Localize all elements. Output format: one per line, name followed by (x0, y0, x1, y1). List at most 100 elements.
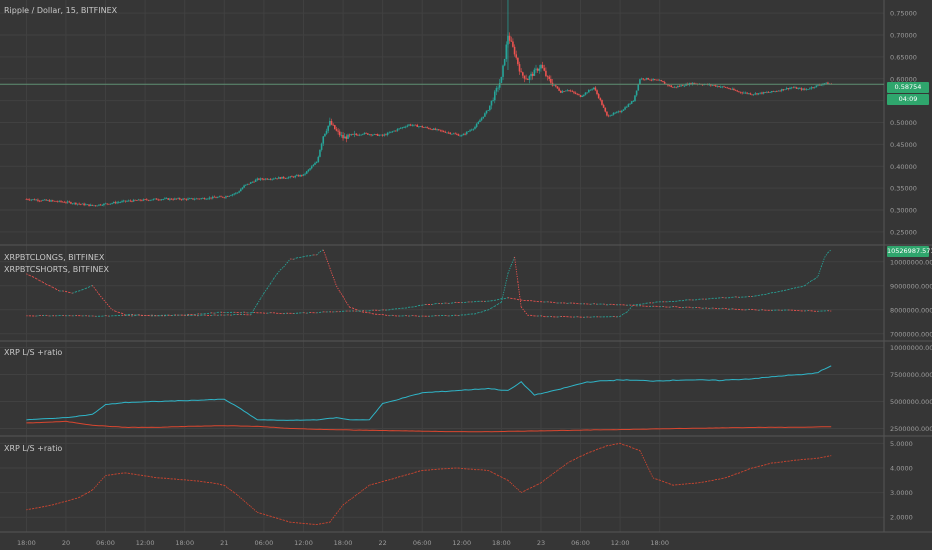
candle-body (280, 177, 282, 178)
candle-body (486, 111, 488, 114)
ratio-series-segment (574, 458, 577, 460)
candle-body (336, 129, 338, 131)
ratio-series-segment (590, 451, 593, 452)
candle-body (560, 91, 562, 93)
shorts-series-segment (515, 299, 518, 300)
candle-body (675, 87, 677, 88)
candle-body (651, 80, 653, 81)
candle-body (136, 200, 138, 201)
ratio-series-segment (564, 463, 567, 465)
candle-body (682, 85, 684, 86)
longs-series-segment (393, 315, 396, 316)
candle-body (618, 111, 620, 112)
shorts-series-segment (36, 279, 39, 281)
ratio-series-segment (416, 471, 419, 472)
candle-body (115, 202, 117, 203)
longs-series-segment (46, 315, 49, 316)
candle-body (47, 200, 49, 201)
candle-body (121, 201, 123, 202)
candle-body (332, 125, 334, 126)
ratio-series-segment (666, 483, 669, 484)
longs-series-segment (336, 286, 339, 292)
longs-series-segment (198, 315, 201, 316)
candle-body (758, 93, 760, 94)
ratio-series-segment (472, 469, 475, 470)
candle-body (792, 88, 794, 89)
ratio-series-segment (518, 489, 521, 492)
candle-body (131, 201, 133, 202)
candle-body (601, 100, 603, 105)
candle-body (571, 91, 573, 92)
candle-body (664, 82, 666, 84)
candle-body (727, 88, 729, 89)
candle-body (694, 83, 696, 84)
ratio-series-segment (554, 470, 557, 472)
candle-body (501, 77, 503, 83)
x-tick-label: 06:00 (571, 539, 590, 547)
candle-body (446, 133, 448, 134)
ratio-series-segment (551, 473, 554, 476)
candle-body (349, 135, 351, 136)
ratio-series-segment (211, 483, 214, 484)
candle-body (400, 128, 402, 129)
ratio-series-segment (257, 512, 260, 513)
candle-body (374, 134, 376, 135)
candle-body (82, 204, 84, 205)
candle-body (118, 202, 120, 203)
candle-body (448, 133, 450, 134)
gridlines (0, 0, 884, 532)
candle-body (329, 121, 331, 126)
candle-body (197, 199, 199, 200)
ratio-series-segment (623, 445, 626, 446)
candle-body (200, 198, 202, 199)
candle-body (817, 85, 819, 86)
candle-body (68, 202, 70, 203)
candle-body (156, 199, 158, 200)
candle-body (644, 79, 646, 80)
candle-body (522, 72, 524, 75)
candle-body (535, 69, 537, 70)
candle-body (299, 175, 301, 176)
candle-body (415, 125, 417, 126)
candle-body (73, 203, 75, 204)
longs-series-segment (102, 316, 105, 317)
candle-body (364, 133, 366, 134)
candle-body (87, 204, 89, 205)
candle-body (250, 182, 252, 184)
candle-body (637, 84, 639, 90)
candle-body (662, 81, 664, 82)
candle-body (398, 128, 400, 129)
longs-series-segment (765, 294, 768, 295)
candle-body (240, 189, 242, 191)
shorts-series-segment (214, 312, 217, 313)
candle-body (755, 93, 757, 94)
candle-body (581, 96, 583, 97)
longs-series-segment (106, 316, 109, 317)
longs-series-segment (745, 296, 748, 297)
ratio-series-segment (792, 460, 795, 461)
y-tick-label: 0.65000 (890, 53, 917, 61)
candle-body (45, 200, 47, 201)
longs-shorts-series (26, 250, 831, 318)
longs-series-segment (778, 291, 781, 292)
candle-body (608, 116, 610, 117)
candle-body (212, 197, 214, 199)
candle-body (263, 179, 265, 180)
candle-body (816, 85, 818, 87)
shorts-series-segment (53, 287, 56, 289)
longs-series-segment (333, 277, 336, 286)
candle-body (789, 88, 791, 89)
shorts-series-segment (96, 290, 99, 294)
shorts-series-segment (99, 294, 102, 298)
candle-body (309, 168, 311, 169)
candle-body (268, 179, 270, 180)
candle-body (273, 179, 275, 180)
ratio-series-segment (251, 506, 254, 509)
shorts-series-segment (33, 277, 36, 279)
candle-body (270, 179, 272, 180)
candle-body (209, 198, 211, 199)
y-tick-label: 5000000.0000 (890, 398, 932, 406)
candle-body (519, 64, 521, 71)
candle-body (661, 80, 663, 81)
